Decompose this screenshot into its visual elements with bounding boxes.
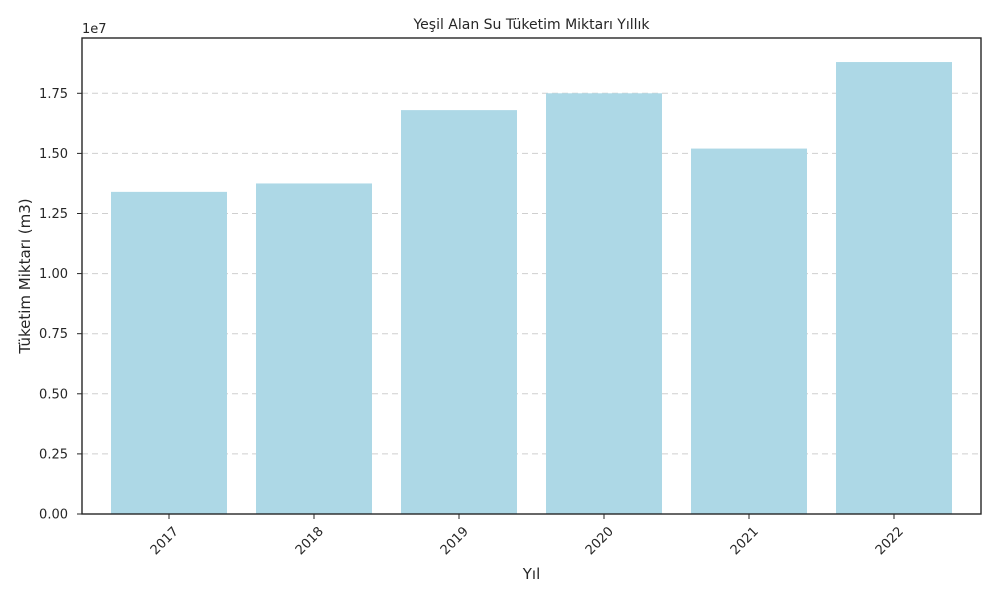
x-tick-label-2022: 2022 — [873, 524, 907, 558]
y-axis: 0.00 0.25 0.50 0.75 1.00 1.25 1.50 1.75 — [39, 87, 82, 523]
bar-2021 — [691, 148, 807, 514]
bar-2020 — [546, 93, 662, 514]
y-tick-label: 1.50 — [39, 147, 68, 162]
plot-frame — [81, 37, 982, 515]
y-tick-label: 0.75 — [39, 327, 68, 342]
bars-layer — [111, 62, 952, 514]
x-tick-label-2017: 2017 — [148, 524, 182, 558]
y-offset-label: 1e7 — [82, 22, 107, 37]
x-tick-label-2018: 2018 — [293, 524, 327, 558]
y-tick-label: 0.00 — [39, 508, 68, 523]
x-axis-label: Yıl — [522, 565, 541, 583]
bar-2022 — [836, 62, 952, 514]
x-tick-label-2020: 2020 — [583, 524, 617, 558]
chart-title: Yeşil Alan Su Tüketim Miktarı Yıllık — [412, 17, 650, 33]
y-axis-label: Tüketim Miktarı (m3) — [16, 198, 34, 354]
bar-2019 — [401, 110, 517, 514]
y-tick-label: 0.50 — [39, 387, 68, 402]
x-tick-label-2021: 2021 — [728, 524, 762, 558]
y-tick-label: 1.25 — [39, 207, 68, 222]
y-tick-label: 1.00 — [39, 267, 68, 282]
x-tick-label-2019: 2019 — [438, 524, 472, 558]
y-tick-label: 0.25 — [39, 447, 68, 462]
bar-2018 — [256, 183, 372, 514]
y-tick-label: 1.75 — [39, 87, 68, 102]
bar-2017 — [111, 191, 227, 514]
x-axis: 2017 2018 2019 2020 2021 2022 — [148, 514, 907, 558]
